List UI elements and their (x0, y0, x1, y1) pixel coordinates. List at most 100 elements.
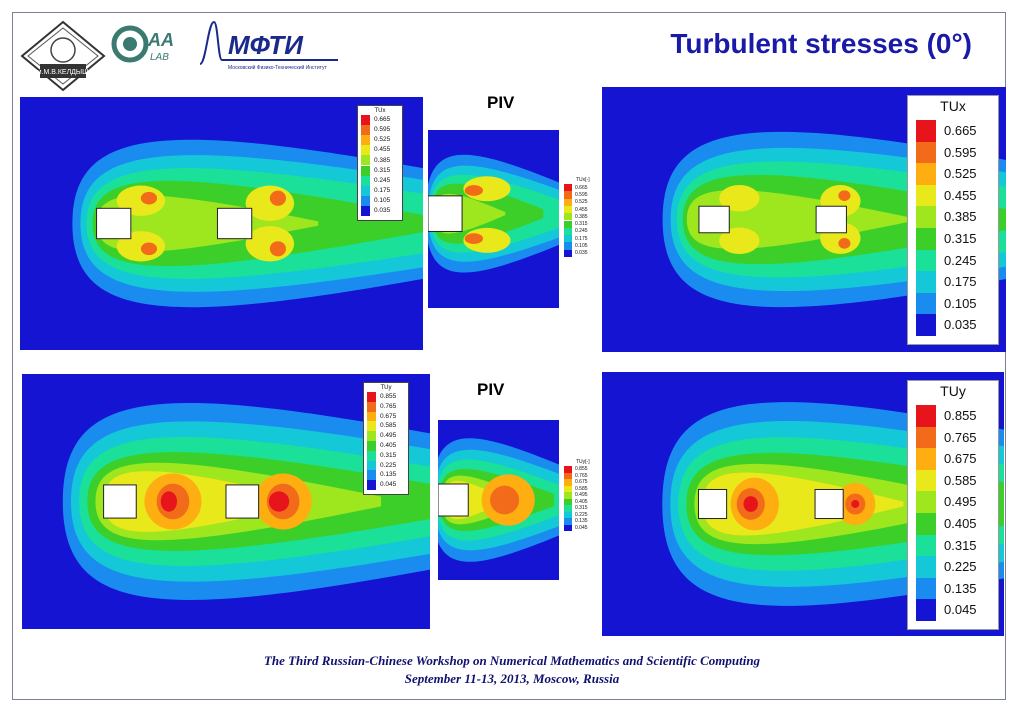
legend-value: 0.595 (374, 126, 391, 134)
legend-swatch (361, 115, 370, 126)
legend-swatch (564, 485, 572, 492)
legend-value: 0.315 (380, 451, 397, 459)
tuy-piv-measurement (438, 420, 559, 580)
legend-swatch (564, 184, 572, 192)
slide-title: Turbulent stresses (0°) (670, 28, 972, 59)
legend-value: 0.385 (374, 156, 391, 164)
legend-swatch (564, 227, 572, 236)
tux-legend-title: TUx[-] (576, 177, 590, 183)
legend-value: 0.675 (575, 479, 588, 486)
legend-value: 0.495 (944, 494, 977, 510)
legend-swatch (367, 450, 376, 461)
mipt-logo: МФТИ Московский Физико-Технический Инсти… (196, 20, 346, 72)
legend-swatch (916, 292, 936, 315)
legend-value: 0.315 (374, 166, 391, 174)
tux-legend-title: TUx (374, 108, 386, 114)
tuy-legend-small: TUy 0.855 0.765 0.675 0.585 0.495 0.405 0.315 0.… (363, 382, 409, 495)
legend-swatch (916, 206, 936, 228)
legend-swatch (367, 421, 376, 432)
legend-swatch (367, 431, 376, 441)
svg-text:LAB: LAB (150, 52, 169, 63)
legend-swatch (564, 505, 572, 512)
legend-value: 0.675 (944, 451, 977, 467)
legend-swatch (361, 165, 370, 176)
legend-swatch (564, 235, 572, 243)
legend-value: 0.385 (575, 213, 588, 220)
legend-value: 0.405 (380, 442, 397, 449)
legend-swatch (361, 155, 370, 166)
legend-value: 0.135 (944, 580, 977, 596)
legend-value: 0.135 (575, 518, 588, 525)
legend-value: 0.245 (944, 252, 977, 268)
legend-swatch (564, 249, 572, 257)
legend-swatch (564, 198, 572, 206)
svg-text:МФТИ: МФТИ (228, 30, 304, 60)
legend-value: 0.595 (944, 144, 977, 160)
legend-swatch (916, 534, 936, 557)
tuy-piv-legend: TUy[-] 0.855 0.765 0.675 0.585 0.495 0.405 0.31… (562, 457, 602, 533)
piv-label-bottom: PIV (477, 380, 505, 399)
legend-value: 0.175 (374, 186, 391, 194)
legend-swatch (916, 469, 936, 492)
slide-frame (12, 12, 1006, 700)
legend-value: 0.045 (944, 602, 977, 618)
legend-swatch (564, 472, 572, 479)
legend-value: 0.245 (374, 176, 391, 184)
legend-value: 0.525 (944, 166, 977, 182)
legend-value: 0.135 (380, 471, 397, 479)
tuy-legend-title: TUy (940, 383, 966, 399)
tuy-legend-title: TUy[-] (576, 459, 590, 465)
legend-value: 0.105 (374, 196, 391, 204)
legend-value: 0.105 (944, 295, 977, 311)
legend-value: 0.315 (575, 221, 588, 228)
legend-value: 0.675 (380, 412, 397, 420)
legend-value: 0.455 (944, 187, 977, 203)
legend-swatch (916, 577, 936, 600)
legend-value: 0.315 (575, 505, 588, 512)
legend-value: 0.765 (575, 472, 588, 479)
legend-swatch (564, 191, 572, 199)
tux-legend-large: TUx 0.665 0.595 0.525 0.455 0.385 0.315 0.245 0.… (907, 95, 999, 345)
legend-value: 0.225 (575, 511, 588, 518)
legend-value: 0.455 (575, 206, 588, 213)
legend-value: 0.585 (944, 472, 977, 488)
legend-swatch (367, 460, 376, 471)
tux-simulation-left (20, 97, 423, 350)
legend-swatch (367, 401, 376, 412)
tuy-simulation-left (22, 374, 430, 629)
legend-swatch (564, 518, 572, 525)
legend-swatch (564, 498, 572, 505)
legend-value: 0.525 (575, 199, 588, 206)
svg-text:им.М.В.КЕЛДЫША: им.М.В.КЕЛДЫША (33, 69, 94, 76)
piv-label-top: PIV (487, 93, 515, 112)
legend-swatch (361, 195, 370, 206)
tux-legend-title: TUx (940, 98, 966, 114)
legend-value: 0.665 (374, 116, 391, 124)
legend-swatch (916, 228, 936, 250)
legend-value: 0.315 (944, 231, 977, 246)
legend-swatch (916, 599, 936, 621)
legend-swatch (916, 120, 936, 142)
legend-swatch (564, 242, 572, 250)
legend-swatch (564, 492, 572, 499)
legend-value: 0.585 (575, 485, 588, 492)
legend-value: 0.315 (944, 537, 977, 553)
legend-value: 0.225 (380, 461, 397, 469)
legend-value: 0.035 (944, 317, 977, 333)
legend-swatch (916, 405, 936, 427)
legend-value: 0.405 (575, 498, 588, 505)
legend-swatch (916, 249, 936, 272)
legend-value: 0.525 (374, 136, 391, 144)
legend-value: 0.585 (380, 422, 397, 430)
legend-swatch (361, 205, 370, 216)
keldysh-institute-logo: им.М.В.КЕЛДЫША (20, 20, 106, 92)
tux-legend-small: TUx 0.665 0.595 0.525 0.455 0.385 0.315 0.245 0.… (357, 105, 403, 221)
legend-swatch (916, 556, 936, 578)
tuy-legend-large: TUy 0.855 0.765 0.675 0.585 0.495 0.405 0.315 0.… (907, 380, 999, 630)
legend-swatch (916, 426, 936, 449)
legend-value: 0.495 (380, 432, 397, 440)
legend-value: 0.225 (944, 559, 977, 575)
legend-swatch (564, 220, 572, 228)
legend-swatch (564, 511, 572, 518)
legend-swatch (916, 513, 936, 535)
